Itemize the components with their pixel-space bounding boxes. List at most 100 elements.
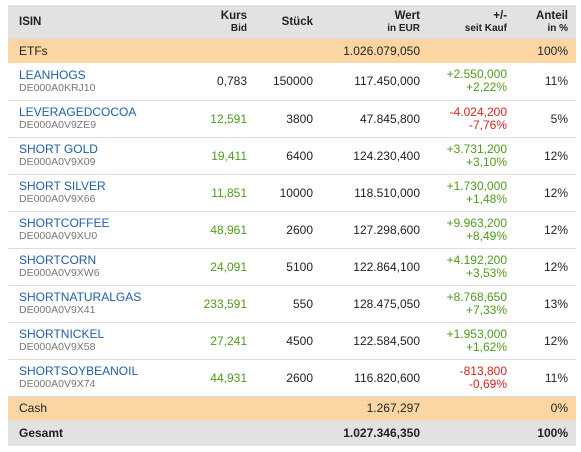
kurs-cell: 0,783 (216, 74, 247, 89)
stueck-cell: 150000 (272, 74, 313, 89)
diff-percent: +1,48% (465, 191, 507, 206)
cash-label: Cash (19, 401, 48, 416)
security-name-link[interactable]: SHORT SILVER (19, 179, 106, 193)
diff-absolute: +3.731,200 (446, 141, 507, 156)
diff-percent: +2,22% (465, 80, 507, 95)
diff-cell: +2.550,000 +2,22% (428, 63, 515, 100)
diff-cell: -4.024,200 -7,76% (428, 100, 515, 137)
diff-percent: +3,10% (465, 154, 507, 169)
security-isin: DE000A0V9X58 (19, 341, 96, 353)
header-anteil: Anteil in % (536, 9, 568, 34)
security-cell: SHORTCOFFEE DE000A0V9XU0 (8, 211, 173, 248)
wert-cell: 122.584,500 (353, 333, 420, 348)
security-cell: SHORTSOYBEANOIL DE000A0V9X74 (8, 359, 173, 396)
wert-cell: 128.475,050 (353, 296, 420, 311)
security-name-link[interactable]: LEVERAGEDCOCOA (19, 105, 137, 119)
group-label: ETFs (19, 44, 48, 58)
total-wert: 1.027.346,350 (343, 426, 420, 440)
total-label: Gesamt (19, 426, 64, 440)
diff-percent: +7,33% (465, 302, 507, 317)
header-stueck: Stück (281, 16, 313, 28)
diff-absolute: -813,800 (459, 363, 507, 378)
security-isin: DE000A0V9XU0 (19, 230, 98, 242)
table-row: LEVERAGEDCOCOA DE000A0V9ZE9 12,591 3800 47.8… (8, 100, 576, 137)
security-name-link[interactable]: SHORTCOFFEE (19, 216, 110, 230)
group-row-etfs: ETFs 1.026.079,050 100% (8, 39, 576, 63)
security-name-link[interactable]: SHORTNICKEL (19, 327, 105, 341)
anteil-cell: 11% (544, 370, 568, 385)
table-row: LEANHOGS DE000A0KRJ10 0,783 150000 117.450,0… (8, 63, 576, 100)
anteil-cell: 12% (543, 259, 568, 274)
security-isin: DE000A0V9X74 (19, 378, 96, 390)
diff-absolute: +8.768,650 (446, 289, 507, 304)
diff-percent: +3,53% (465, 265, 507, 280)
security-cell: SHORTNATURALGAS DE000A0V9X41 (8, 285, 173, 322)
wert-cell: 124.230,400 (353, 148, 420, 163)
security-isin: DE000A0KRJ10 (19, 81, 96, 94)
diff-percent: +1,62% (465, 339, 507, 354)
stueck-cell: 2600 (286, 222, 313, 237)
security-isin: DE000A0V9X09 (19, 156, 96, 168)
portfolio-table: ISIN Kurs Bid Stück Wert in EUR +/- seit Ka… (8, 5, 576, 446)
group-anteil: 100% (537, 44, 568, 58)
header-isin: ISIN (19, 16, 42, 28)
security-cell: SHORTNICKEL DE000A0V9X58 (8, 322, 173, 359)
anteil-cell: 11% (544, 74, 568, 89)
stueck-cell: 10000 (279, 185, 313, 200)
security-name-link[interactable]: SHORTSOYBEANOIL (19, 364, 139, 378)
kurs-cell: 27,241 (210, 333, 247, 348)
table-row: SHORTSOYBEANOIL DE000A0V9X74 44,931 2600 116… (8, 359, 576, 396)
table-row: SHORTCOFFEE DE000A0V9XU0 48,961 2600 127.298… (8, 211, 576, 248)
diff-percent: -7,76% (468, 117, 507, 132)
security-name-link[interactable]: SHORTCORN (19, 253, 97, 267)
anteil-cell: 12% (543, 148, 568, 163)
stueck-cell: 4500 (286, 333, 313, 348)
stueck-cell: 5100 (286, 259, 313, 274)
diff-cell: -813,800 -0,69% (428, 359, 515, 396)
header-diff: +/- seit Kauf (464, 9, 507, 34)
table-row: SHORTNICKEL DE000A0V9X58 27,241 4500 122.584… (8, 322, 576, 359)
security-cell: LEANHOGS DE000A0KRJ10 (8, 63, 173, 100)
table-row: SHORTNATURALGAS DE000A0V9X41 233,591 550 128… (8, 285, 576, 322)
diff-percent: +8,49% (465, 228, 507, 243)
diff-percent: -0,69% (468, 376, 507, 391)
wert-cell: 122.864,100 (353, 259, 420, 274)
total-row: Gesamt 1.027.346,350 100% (8, 420, 576, 446)
anteil-cell: 12% (543, 185, 568, 200)
diff-absolute: +1.953,000 (446, 326, 507, 341)
diff-cell: +9.963,200 +8,49% (428, 211, 515, 248)
table-row: SHORT GOLD DE000A0V9X09 19,411 6400 124.230,… (8, 137, 576, 174)
diff-cell: +3.731,200 +3,10% (428, 137, 515, 174)
diff-cell: +4.192,200 +3,53% (428, 248, 515, 285)
security-name-link[interactable]: LEANHOGS (19, 67, 86, 82)
header-kurs: Kurs Bid (220, 9, 247, 34)
security-name-link[interactable]: SHORTNATURALGAS (19, 290, 142, 304)
diff-absolute: -4.024,200 (449, 104, 507, 119)
diff-absolute: +2.550,000 (446, 67, 507, 82)
stueck-cell: 6400 (286, 148, 313, 163)
kurs-cell: 48,961 (210, 222, 247, 237)
cash-anteil: 0% (550, 401, 568, 416)
anteil-cell: 13% (543, 296, 568, 311)
security-cell: SHORT GOLD DE000A0V9X09 (8, 137, 173, 174)
diff-absolute: +1.730,000 (446, 178, 507, 193)
diff-cell: +1.730,000 +1,48% (428, 174, 515, 211)
security-name-link[interactable]: SHORT GOLD (19, 142, 98, 156)
wert-cell: 116.820,600 (354, 370, 420, 385)
table-header: ISIN Kurs Bid Stück Wert in EUR +/- seit Ka… (8, 5, 576, 39)
stueck-cell: 550 (292, 296, 313, 311)
security-cell: SHORTCORN DE000A0V9XW6 (8, 248, 173, 285)
header-wert: Wert in EUR (387, 9, 420, 34)
security-cell: LEVERAGEDCOCOA DE000A0V9ZE9 (8, 100, 173, 137)
kurs-cell: 19,411 (211, 148, 247, 163)
wert-cell: 117.450,000 (354, 74, 420, 89)
diff-cell: +8.768,650 +7,33% (428, 285, 515, 322)
diff-absolute: +4.192,200 (446, 252, 507, 267)
diff-absolute: +9.963,200 (446, 215, 507, 230)
kurs-cell: 24,091 (210, 259, 247, 274)
wert-cell: 47.845,800 (359, 111, 420, 126)
group-wert: 1.026.079,050 (343, 44, 420, 58)
stueck-cell: 2600 (286, 370, 313, 385)
cash-wert: 1.267,297 (366, 401, 420, 416)
